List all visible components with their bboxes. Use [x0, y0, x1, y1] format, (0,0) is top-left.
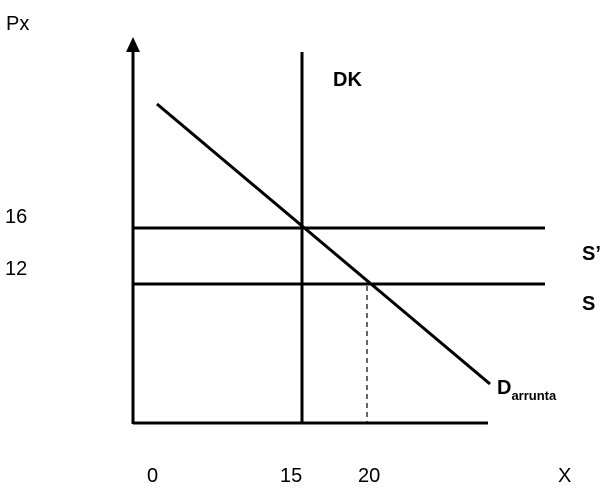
demand-label-sub: arrunta — [511, 388, 557, 403]
demand-line — [156, 102, 491, 386]
x-tick-15: 15 — [280, 465, 302, 485]
demand-label-main: D — [497, 377, 511, 399]
x-tick-20: 20 — [358, 465, 380, 485]
supply-prime-label: S’ — [582, 243, 601, 265]
supply-label: S — [582, 293, 595, 315]
x-axis-label: X — [558, 465, 571, 485]
dk-label: DK — [333, 69, 362, 91]
y-axis-arrow-icon — [126, 37, 140, 52]
y-tick-16: 16 — [5, 206, 27, 228]
demand-label: Darrunta — [497, 377, 557, 403]
x-tick-0: 0 — [147, 465, 158, 485]
y-tick-12: 12 — [5, 258, 27, 280]
y-axis-label: Px — [6, 13, 29, 35]
